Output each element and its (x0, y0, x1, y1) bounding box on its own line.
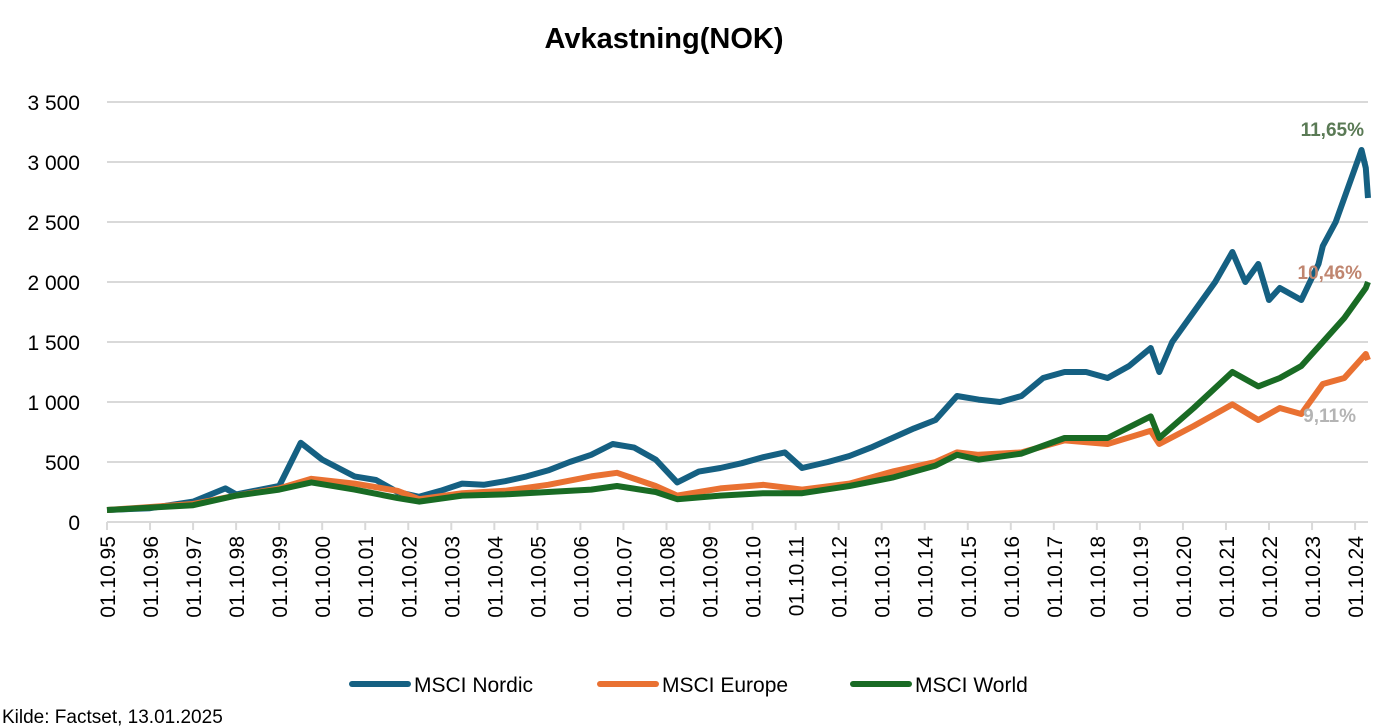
x-tick-label: 01.10.11 (786, 536, 809, 616)
legend-label: MSCI World (915, 674, 1028, 697)
x-tick-label: 01.10.04 (484, 536, 507, 618)
annotation-label: 9,11% (1303, 406, 1356, 427)
x-tick-label: 01.10.15 (958, 536, 981, 618)
annotation-label: 10,46% (1298, 263, 1363, 284)
x-tick-label: 01.10.20 (1173, 536, 1196, 618)
y-tick-label: 1 500 (27, 332, 80, 355)
x-tick-label: 01.10.18 (1087, 536, 1110, 618)
x-tick-label: 01.10.98 (226, 536, 249, 618)
x-tick-label: 01.10.07 (613, 536, 636, 618)
x-tick-label: 01.10.21 (1216, 536, 1239, 618)
x-tick-label: 01.10.99 (269, 536, 292, 618)
series-line-msci-nordic (106, 147, 1371, 513)
y-tick-label: 0 (68, 512, 80, 535)
y-tick-label: 500 (45, 452, 80, 475)
legend-label: MSCI Nordic (414, 674, 533, 697)
x-tick-label: 01.10.97 (183, 536, 206, 618)
y-tick-label: 1 000 (27, 392, 80, 415)
source-note: Kilde: Factset, 13.01.2025 (2, 707, 223, 727)
x-tick-label: 01.10.17 (1044, 536, 1067, 618)
x-tick-label: 01.10.06 (570, 536, 593, 618)
x-tick-label: 01.10.03 (441, 536, 464, 618)
x-tick-label: 01.10.10 (743, 536, 766, 618)
x-tick-label: 01.10.12 (829, 536, 852, 618)
y-tick-label: 2 000 (27, 272, 80, 295)
legend-label: MSCI Europe (662, 674, 788, 697)
chart-title: Avkastning(NOK) (545, 23, 784, 55)
series-line-msci-world (106, 280, 1371, 513)
y-tick-label: 3 000 (27, 152, 80, 175)
x-tick-label: 01.10.24 (1345, 536, 1368, 618)
x-tick-label: 01.10.13 (872, 536, 895, 618)
x-tick-label: 01.10.16 (1001, 536, 1024, 618)
x-tick-label: 01.10.19 (1130, 536, 1153, 618)
x-tick-label: 01.10.08 (656, 536, 679, 618)
x-tick-label: 01.10.23 (1302, 536, 1325, 618)
x-tick-label: 01.10.02 (398, 536, 421, 618)
x-tick-label: 01.10.01 (355, 536, 378, 618)
y-tick-label: 2 500 (27, 212, 80, 235)
y-tick-label: 3 500 (27, 92, 80, 115)
x-tick-label: 01.10.14 (915, 536, 938, 618)
x-tick-label: 01.10.09 (700, 536, 723, 618)
x-tick-label: 01.10.95 (97, 536, 120, 618)
x-tick-label: 01.10.00 (312, 536, 335, 618)
x-tick-label: 01.10.22 (1259, 536, 1282, 618)
annotation-label: 11,65% (1301, 120, 1364, 141)
x-tick-label: 01.10.96 (140, 536, 163, 618)
x-tick-label: 01.10.05 (527, 536, 550, 618)
